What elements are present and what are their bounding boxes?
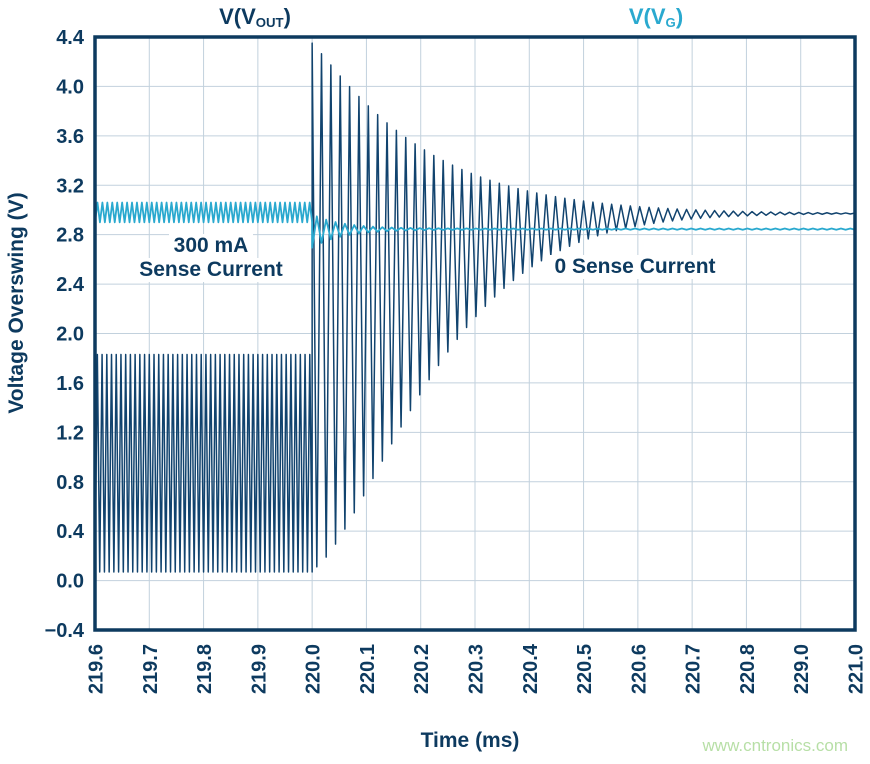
x-tick-label: 220.8 xyxy=(737,644,759,694)
y-tick-label: 2.0 xyxy=(56,324,84,346)
x-tick-label: 220.6 xyxy=(628,644,650,694)
legend-vg-close: ) xyxy=(675,4,684,29)
series-v-vout--trace xyxy=(95,42,855,573)
annotation-right-line1: 0 Sense Current xyxy=(549,255,721,279)
legend-vg-text: V(V xyxy=(628,4,666,29)
x-tick-label: 220.2 xyxy=(411,644,433,694)
legend-vout-close: ) xyxy=(283,4,291,29)
gridlines xyxy=(95,37,855,630)
y-tick-label: 0.4 xyxy=(56,521,85,543)
annotation-left-line1: 300 mA xyxy=(168,234,254,258)
y-tick-label: −0.4 xyxy=(45,620,85,642)
x-tick-label: 219.8 xyxy=(194,644,216,694)
y-tick-label: 3.2 xyxy=(56,175,84,197)
legend-vg-subscript: G xyxy=(665,14,676,30)
legend-vout-subscript: OUT xyxy=(255,14,284,30)
y-tick-label: 1.2 xyxy=(56,422,84,444)
x-tick-label: 221.0 xyxy=(846,644,868,694)
y-tick-labels: 4.4 4.0 3.6 3.2 2.8 2.4 2.0 1.6 1.2 0.8 0.4 0.0 −0.4 xyxy=(45,27,85,642)
annotation-left-line2: Sense Current xyxy=(134,258,288,282)
y-tick-label: 0.8 xyxy=(56,472,84,494)
y-axis-title: Voltage Overswing (V) xyxy=(5,192,28,414)
x-tick-labels: 219.6 219.7 219.8 219.9 220.0 220.1 220.2 220.3… xyxy=(86,643,868,694)
x-tick-label: 219.7 xyxy=(140,644,162,694)
series-v-vg--trace xyxy=(95,201,855,249)
plot-border xyxy=(93,35,857,632)
annotation-300ma-sense-current: 300 mA Sense Current xyxy=(101,234,321,282)
watermark-text: www.cntronics.com xyxy=(702,736,848,755)
annotation-0-sense-current: 0 Sense Current xyxy=(505,255,765,279)
x-tick-label: 229.0 xyxy=(791,644,813,694)
legend-vout-text: V(V xyxy=(219,4,256,29)
x-tick-label: 220.4 xyxy=(520,643,542,694)
x-tick-label: 220.3 xyxy=(466,644,488,694)
x-tick-label: 219.9 xyxy=(248,644,270,694)
x-tick-label: 219.6 xyxy=(86,644,108,694)
legend-vg-label: V(VG) xyxy=(556,4,756,30)
legend-vout-label: V(VOUT) xyxy=(155,4,355,30)
y-tick-label: 2.8 xyxy=(56,225,84,247)
y-tick-label: 4.4 xyxy=(56,27,85,49)
x-tick-label: 220.7 xyxy=(683,644,705,694)
y-tick-label: 2.4 xyxy=(56,274,85,296)
y-tick-label: 3.6 xyxy=(56,126,84,148)
y-tick-label: 0.0 xyxy=(56,571,84,593)
x-tick-label: 220.0 xyxy=(303,644,325,694)
y-tick-label: 4.0 xyxy=(56,76,84,98)
x-tick-label: 220.1 xyxy=(357,644,379,694)
x-axis-title: Time (ms) xyxy=(420,729,520,752)
y-tick-label: 1.6 xyxy=(56,373,84,395)
x-tick-label: 220.5 xyxy=(574,644,596,694)
